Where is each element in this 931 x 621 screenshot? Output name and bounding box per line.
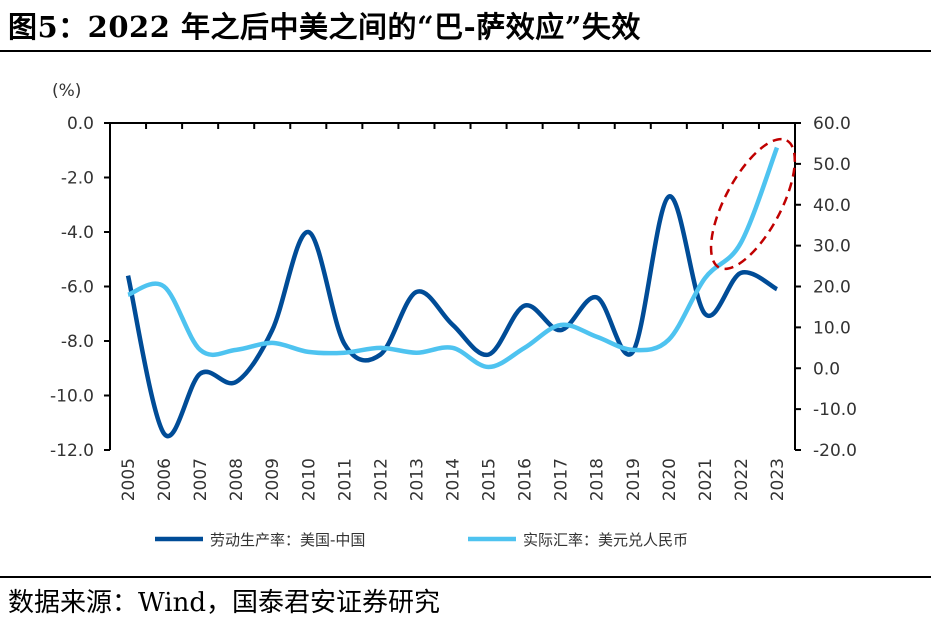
x-tick-label: 2021 [696, 458, 716, 501]
x-tick-label: 2012 [371, 458, 391, 501]
left-tick-label: -4.0 [61, 223, 94, 243]
x-tick-label: 2023 [768, 458, 788, 501]
x-tick-label: 2010 [299, 458, 319, 501]
x-tick-label: 2015 [480, 458, 500, 501]
left-axis-unit: (%) [52, 81, 81, 101]
x-tick-label: 2014 [444, 458, 464, 501]
left-tick-label: 0.0 [67, 114, 94, 134]
x-tick-label: 2009 [263, 458, 283, 501]
source-note: 数据来源：Wind，国泰君安证券研究 [8, 588, 440, 618]
x-tick-label: 2016 [516, 458, 536, 501]
title-rule [0, 50, 931, 52]
x-tick-label: 2022 [732, 458, 752, 501]
chart: (%) 0.0 -2.0 -4.0 -6.0 -8.0 -10.0 -12.0 60.0 50.… [50, 81, 857, 549]
x-tick-label: 2008 [227, 458, 247, 501]
x-tick-label: 2018 [588, 458, 608, 501]
legend-label: 劳动生产率：美国-中国 [210, 531, 365, 549]
x-tick-label: 2013 [407, 458, 427, 501]
left-tick-label: -8.0 [61, 332, 94, 352]
left-tick-label: -2.0 [61, 169, 94, 189]
left-tick-label: -6.0 [61, 278, 94, 298]
right-tick-label: 60.0 [813, 114, 851, 134]
right-tick-label: 20.0 [813, 278, 851, 298]
right-tick-label: -20.0 [813, 441, 857, 461]
x-tick-label: 2020 [660, 458, 680, 501]
right-tick-label: 30.0 [813, 237, 851, 257]
right-tick-label: 50.0 [813, 155, 851, 175]
x-tick-label: 2007 [191, 458, 211, 501]
x-tick-label: 2019 [624, 458, 644, 501]
left-tick-label: -10.0 [50, 387, 94, 407]
figure-title: 图5：2022 年之后中美之间的“巴-萨效应”失效 [8, 10, 641, 44]
series-line-exchange-rate [127, 146, 780, 370]
x-tick-label: 2005 [119, 458, 139, 501]
right-tick-label: 10.0 [813, 318, 851, 338]
source-rule [0, 576, 931, 578]
left-tick-label: -12.0 [50, 441, 94, 461]
x-tick-label: 2017 [552, 458, 572, 501]
legend-label: 实际汇率：美元兑人民币 [523, 531, 688, 549]
right-tick-label: -10.0 [813, 400, 857, 420]
x-tick-label: 2011 [335, 458, 355, 501]
right-tick-label: 40.0 [813, 196, 851, 216]
right-tick-label: 0.0 [813, 359, 840, 379]
annotation-dashed-ellipse [709, 137, 797, 271]
x-tick-label: 2006 [155, 458, 175, 501]
series-line-productivity [125, 194, 779, 439]
